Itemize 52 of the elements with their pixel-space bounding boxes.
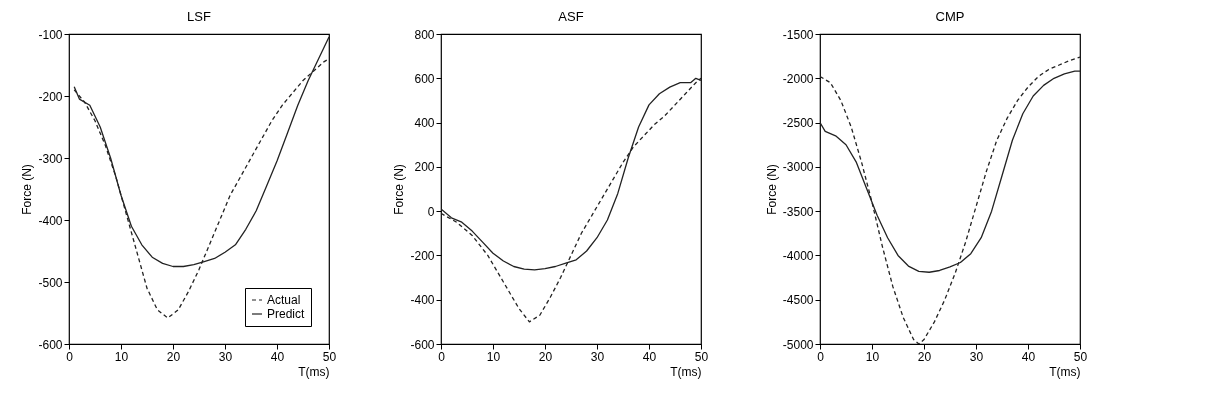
y-tick-label: -400 xyxy=(410,293,435,308)
line-series xyxy=(820,56,1080,344)
x-tick-label: 20 xyxy=(917,349,932,364)
y-tick-label: -200 xyxy=(410,248,435,263)
chart-title: LSF xyxy=(187,9,211,24)
legend-label: Actual xyxy=(267,293,301,307)
y-tick-label: -4500 xyxy=(782,293,814,308)
x-tick-label: 50 xyxy=(694,349,709,364)
legend-label: Predict xyxy=(267,307,306,321)
y-tick-label: 0 xyxy=(427,204,435,219)
y-tick-label: -200 xyxy=(38,89,63,104)
chart-title: CMP xyxy=(935,9,965,24)
y-tick-label: -5000 xyxy=(782,337,814,352)
y-tick-label: -600 xyxy=(38,337,63,352)
x-tick-label: 50 xyxy=(322,349,337,364)
x-tick-label: 40 xyxy=(642,349,657,364)
x-tick-label: 10 xyxy=(865,349,880,364)
y-tick-label: -100 xyxy=(38,27,63,42)
chart-title: ASF xyxy=(558,9,584,24)
x-tick-label: 0 xyxy=(66,349,74,364)
x-tick-label: 10 xyxy=(114,349,129,364)
y-axis-title: Force (N) xyxy=(20,164,35,215)
y-tick-label: -3000 xyxy=(782,160,814,175)
y-tick-label: -400 xyxy=(38,213,63,228)
x-tick-label: 30 xyxy=(218,349,233,364)
x-tick-label: 40 xyxy=(1021,349,1036,364)
x-tick-label: 40 xyxy=(270,349,285,364)
y-axis-title: Force (N) xyxy=(764,164,779,215)
y-tick-label: -300 xyxy=(38,151,63,166)
y-tick-label: 800 xyxy=(414,27,435,42)
y-tick-label: -2000 xyxy=(782,71,814,86)
x-axis-title: T(ms) xyxy=(670,364,702,379)
y-axis-title: Force (N) xyxy=(392,164,407,215)
x-tick-label: 20 xyxy=(538,349,553,364)
y-tick-label: -4000 xyxy=(782,248,814,263)
y-tick-label: -500 xyxy=(38,275,63,290)
x-tick-label: 0 xyxy=(438,349,446,364)
y-tick-label: 200 xyxy=(414,160,435,175)
y-tick-label: -2500 xyxy=(782,116,814,131)
x-tick-label: 30 xyxy=(590,349,605,364)
y-tick-label: -1500 xyxy=(782,27,814,42)
x-tick-label: 0 xyxy=(817,349,825,364)
x-tick-label: 30 xyxy=(969,349,984,364)
x-tick-label: 20 xyxy=(166,349,181,364)
x-tick-label: 50 xyxy=(1073,349,1088,364)
y-tick-label: 600 xyxy=(414,71,435,86)
y-tick-label: -3500 xyxy=(782,204,814,219)
y-tick-label: 400 xyxy=(414,116,435,131)
x-tick-label: 10 xyxy=(486,349,501,364)
y-tick-label: -600 xyxy=(410,337,435,352)
x-axis-title: T(ms) xyxy=(1049,364,1081,379)
x-axis-title: T(ms) xyxy=(298,364,330,379)
